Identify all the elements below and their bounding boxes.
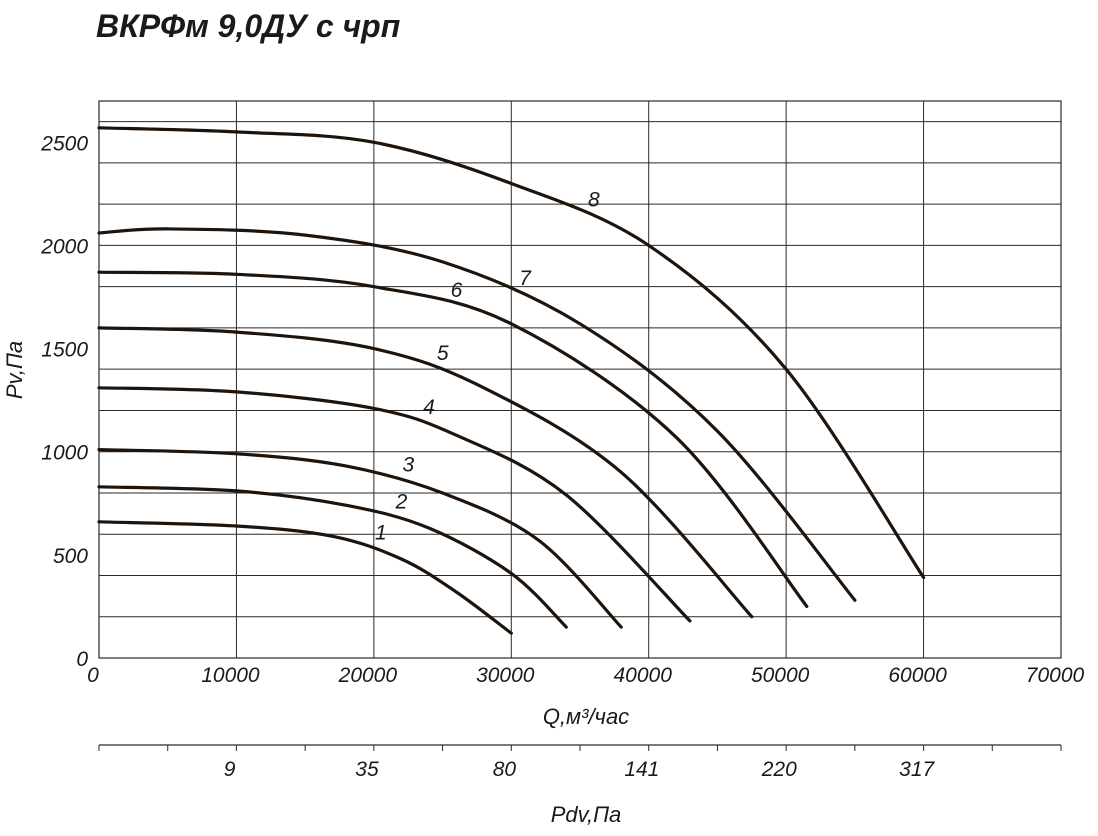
curve-labels: 12 3 4 5 6 7 8 — [375, 188, 600, 544]
chart-title: ВКРФм 9,0ДУ с чрп — [96, 8, 400, 44]
curve-label-4: 4 — [423, 396, 435, 419]
secondary-axis: 9 35 80 141 220 317 — [98, 744, 1062, 781]
y-tick-label: 1500 — [41, 339, 88, 362]
curve-label-8: 8 — [588, 188, 600, 211]
curve-1 — [97, 520, 513, 635]
x-tick-label: 20000 — [338, 664, 398, 687]
curve-label-3: 3 — [402, 454, 414, 477]
secondary-tick-label: 317 — [899, 758, 935, 781]
x-tick-label: 30000 — [476, 664, 535, 687]
curve-label-7: 7 — [519, 267, 532, 290]
x-tick-labels: 0 10000 20000 30000 40000 50000 60000 70000 — [87, 664, 1084, 687]
curve-2 — [97, 485, 568, 629]
curve-label-2: 2 — [395, 491, 408, 514]
x-tick-label: 10000 — [201, 664, 260, 687]
y-tick-labels: 0 500 1000 1500 2000 2500 — [40, 132, 88, 671]
y-tick-label: 0 — [76, 648, 88, 671]
x-tick-label: 50000 — [751, 664, 810, 687]
x-tick-label: 60000 — [888, 664, 947, 687]
curve-6 — [97, 270, 809, 608]
curve-7 — [97, 227, 857, 602]
curve-4 — [97, 386, 692, 623]
x-tick-label: 70000 — [1026, 664, 1085, 687]
secondary-axis-label: Pdv,Па — [551, 802, 622, 827]
performance-curves — [97, 126, 926, 635]
secondary-tick-label: 141 — [624, 758, 659, 781]
curve-label-5: 5 — [437, 342, 449, 365]
x-tick-label: 40000 — [614, 664, 673, 687]
plot-frame — [98, 100, 1062, 659]
secondary-tick-label: 9 — [224, 758, 236, 781]
secondary-tick-label: 35 — [355, 758, 379, 781]
secondary-tick-label: 80 — [493, 758, 517, 781]
y-tick-label: 1000 — [41, 442, 88, 465]
curve-label-6: 6 — [451, 279, 463, 302]
grid — [98, 100, 1062, 659]
curve-label-1: 1 — [375, 522, 387, 545]
y-tick-label: 2500 — [40, 132, 88, 155]
x-tick-label: 0 — [87, 664, 99, 687]
curve-5 — [97, 326, 754, 619]
secondary-tick-label: 220 — [761, 758, 797, 781]
curve-8 — [97, 126, 926, 580]
y-tick-label: 2000 — [40, 235, 88, 258]
y-axis-label: Pv,Па — [2, 341, 27, 399]
y-tick-label: 500 — [53, 545, 88, 568]
x-axis-label: Q,м³/час — [543, 704, 629, 729]
curve-3 — [97, 448, 623, 629]
